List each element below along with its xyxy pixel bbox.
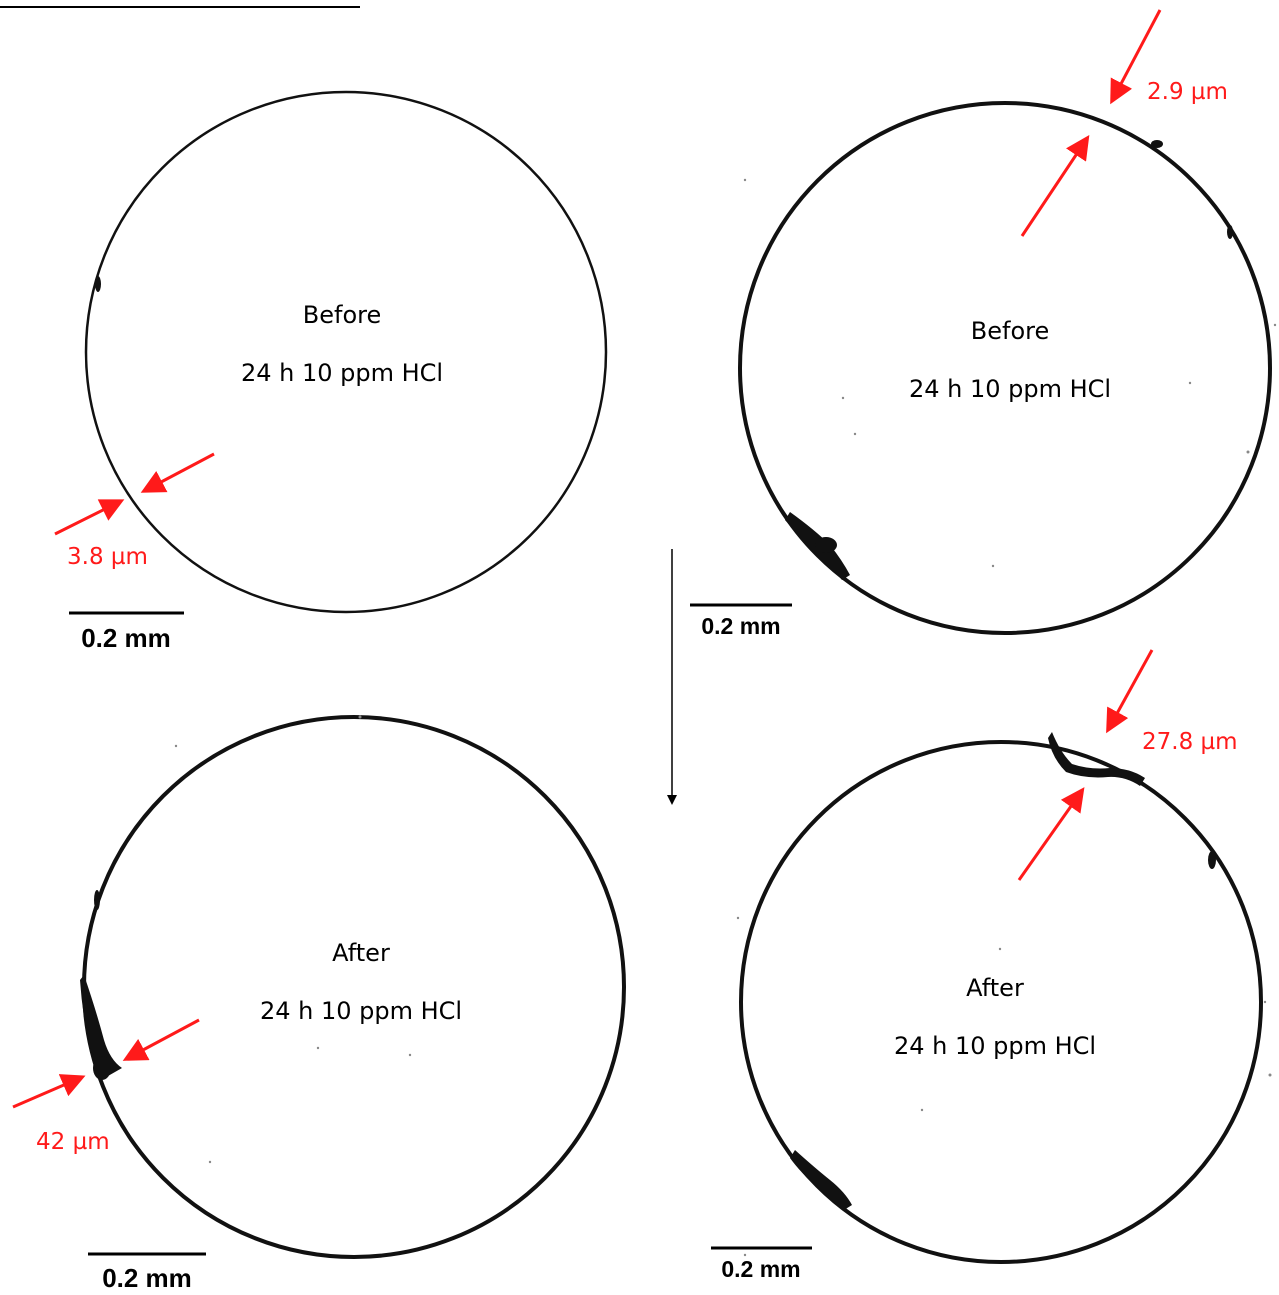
measurement-label: 3.8 µm bbox=[67, 544, 148, 570]
deposit-mark bbox=[815, 537, 837, 553]
deposit-mark bbox=[790, 1150, 852, 1210]
background-speckles bbox=[174, 178, 1277, 1257]
caption-state: After bbox=[966, 974, 1024, 1002]
caption-condition: 24 h 10 ppm HCl bbox=[260, 997, 462, 1025]
panel-top-right: Before 24 h 10 ppm HCl 2.9 µm 0.2 mm bbox=[690, 9, 1272, 639]
caption-state: After bbox=[332, 939, 390, 967]
arrow-inner bbox=[1020, 135, 1090, 237]
arrow-outer bbox=[12, 1074, 86, 1109]
panel-bottom-left: After 24 h 10 ppm HCl 42 µm 0.2 mm bbox=[12, 715, 626, 1293]
scale-bar-label: 0.2 mm bbox=[701, 613, 780, 639]
arrow-inner bbox=[122, 1018, 200, 1061]
measurement-label: 27.8 µm bbox=[1142, 729, 1238, 755]
arrow-inner bbox=[1017, 787, 1085, 881]
arrow-outer bbox=[1106, 649, 1154, 734]
arrow-inner bbox=[140, 452, 215, 493]
deposit-mark bbox=[1151, 140, 1163, 148]
arrow-outer bbox=[1110, 9, 1162, 105]
sample-ring-bottom-right bbox=[739, 740, 1263, 1264]
caption-condition: 24 h 10 ppm HCl bbox=[894, 1032, 1096, 1060]
deposit-mark bbox=[1048, 732, 1145, 786]
caption-state: Before bbox=[971, 317, 1049, 345]
deposit-mark bbox=[80, 975, 122, 1076]
deposit-mark bbox=[95, 276, 101, 292]
arrow-outer bbox=[54, 499, 125, 536]
deposit-mark bbox=[1208, 851, 1216, 869]
scale-bar-label: 0.2 mm bbox=[102, 1263, 192, 1293]
caption-condition: 24 h 10 ppm HCl bbox=[909, 375, 1111, 403]
deposit-mark bbox=[93, 1056, 111, 1080]
measurement-label: 42 µm bbox=[36, 1129, 110, 1155]
scale-bar-label: 0.2 mm bbox=[81, 623, 171, 653]
sample-ring-bottom-left bbox=[82, 715, 626, 1259]
sample-ring-top-left bbox=[84, 90, 608, 614]
deposit-mark bbox=[94, 890, 100, 910]
sample-ring-top-right bbox=[738, 101, 1272, 635]
caption-condition: 24 h 10 ppm HCl bbox=[241, 359, 443, 387]
cropped-title-underline bbox=[0, 0, 360, 8]
measurement-label: 2.9 µm bbox=[1147, 79, 1228, 105]
caption-state: Before bbox=[303, 301, 381, 329]
panel-top-left: Before 24 h 10 ppm HCl 3.8 µm 0.2 mm bbox=[54, 90, 608, 653]
panel-bottom-right: After 24 h 10 ppm HCl 27.8 µm 0.2 mm bbox=[711, 649, 1263, 1282]
scale-bar-label: 0.2 mm bbox=[721, 1256, 800, 1282]
deposit-mark bbox=[1227, 225, 1233, 239]
